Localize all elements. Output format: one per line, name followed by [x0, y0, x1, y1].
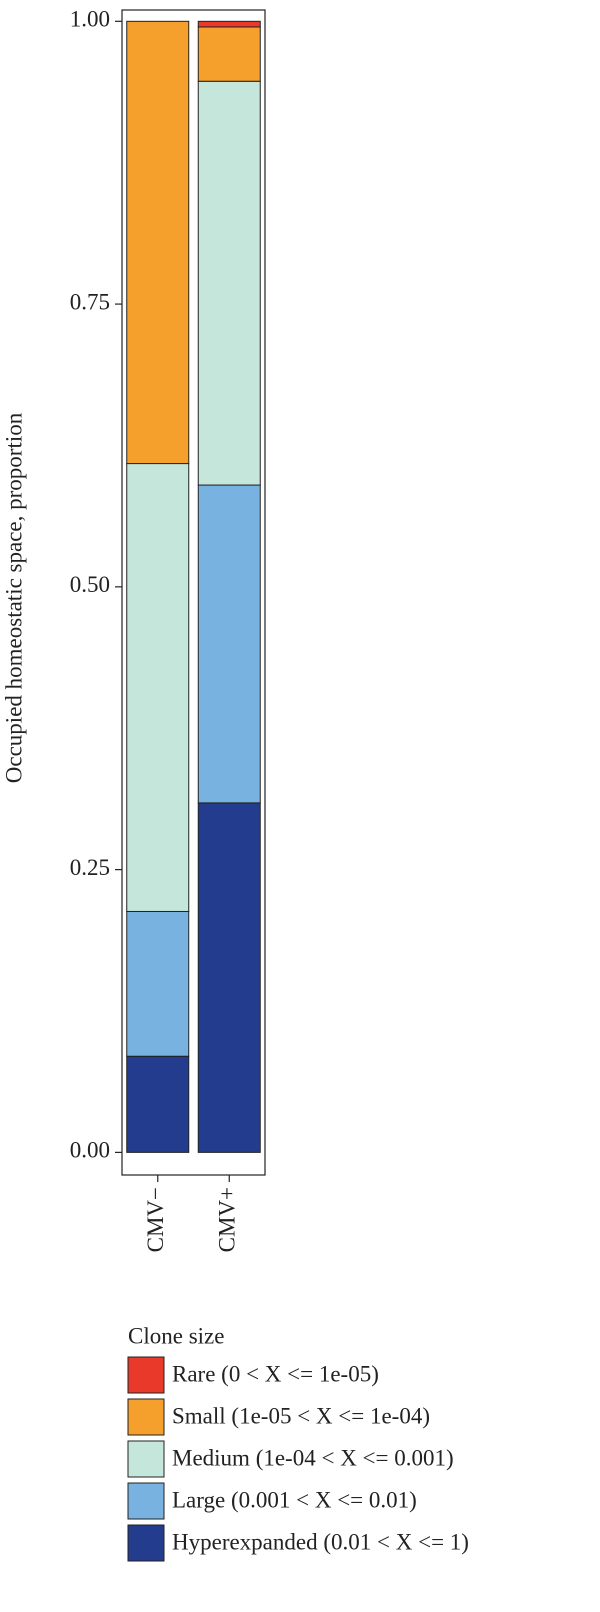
legend-key: [127, 1524, 165, 1562]
bar-segment: [197, 20, 261, 28]
legend-title: Clone size: [128, 1323, 224, 1348]
x-tick-label: CMV+: [215, 1187, 240, 1252]
bar-segment: [197, 802, 261, 1153]
legend-label: Medium (1e-04 < X <= 0.001): [172, 1445, 454, 1470]
plot-panel: [121, 9, 266, 1176]
legend-key: [127, 1398, 165, 1436]
bar-segment: [197, 26, 261, 82]
x-tick-label: CMV−: [143, 1187, 168, 1252]
legend-key: [127, 1440, 165, 1478]
bar-segment: [126, 463, 190, 912]
legend-label: Large (0.001 < X <= 0.01): [172, 1487, 417, 1512]
legend-key: [127, 1482, 165, 1520]
y-tick-label: 0.00: [70, 1138, 110, 1163]
bar-segment: [126, 1055, 190, 1153]
y-tick-label: 0.25: [70, 855, 110, 880]
legend-key: [127, 1356, 165, 1394]
bar-segment: [197, 484, 261, 804]
bar-segment: [126, 20, 190, 465]
y-axis-label: Occupied homeostatic space, proportion: [1, 412, 26, 783]
legend-label: Hyperexpanded (0.01 < X <= 1): [172, 1529, 469, 1554]
y-tick-label: 0.75: [70, 289, 110, 314]
y-tick-label: 0.50: [70, 572, 110, 597]
bar-segment: [197, 80, 261, 486]
legend-label: Rare (0 < X <= 1e-05): [172, 1361, 379, 1386]
y-tick-label: 1.00: [70, 7, 110, 32]
bar-segment: [126, 910, 190, 1057]
legend-label: Small (1e-05 < X <= 1e-04): [172, 1403, 430, 1428]
